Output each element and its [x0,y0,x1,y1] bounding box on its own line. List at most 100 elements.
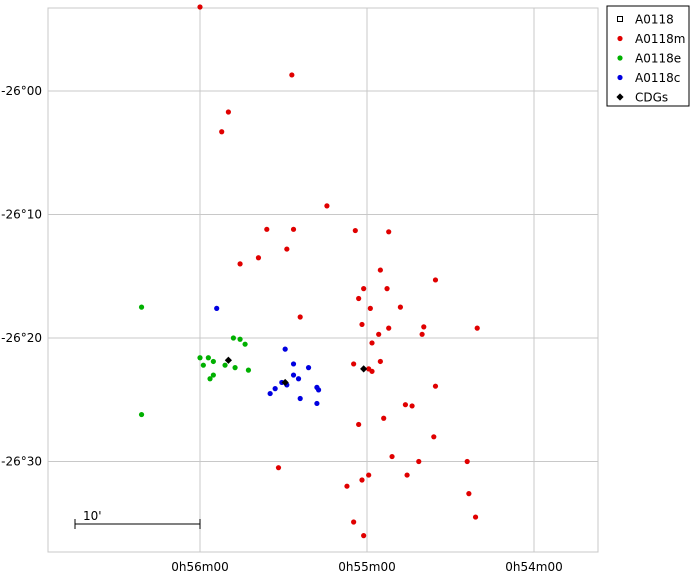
legend: A0118 A0118m A0118e A0118c CDGs [606,5,690,107]
data-point [356,421,362,428]
data-point [369,340,375,346]
data-point [210,358,216,365]
data-point [219,129,225,135]
legend-marker [617,35,623,42]
data-point [197,355,203,361]
y-tick-label: -26°20 [1,331,42,345]
data-point [245,367,252,373]
data-point [369,368,375,374]
data-point [272,386,278,392]
data-point [289,72,295,78]
data-point [314,400,320,407]
legend-label: A0118c [635,71,680,85]
y-tick-label: -26°30 [1,455,42,469]
data-point [210,372,216,378]
x-tick-label: 0h55m00 [338,560,395,574]
x-tick-label: 0h54m00 [505,560,562,574]
data-point [242,341,248,347]
data-point [384,286,390,292]
data-point [315,387,322,393]
series-a0118e [138,304,252,418]
data-point [419,331,425,337]
data-point [359,477,365,483]
data-points [138,4,480,539]
data-point [205,355,211,361]
data-point [432,383,439,389]
data-point [360,365,368,373]
data-point [138,304,145,310]
data-point [367,305,373,311]
series-cdgs [224,356,368,387]
data-point [237,336,243,342]
data-point [359,321,365,328]
data-point [386,325,392,331]
data-point [200,362,206,368]
data-point [432,277,439,283]
data-point [264,226,270,232]
grid-lines [48,8,598,552]
y-tick-label: -26°10 [1,208,42,222]
legend-marker [616,93,624,101]
data-point [232,365,238,371]
data-point [404,472,410,478]
legend-label: CDGs [635,91,668,105]
data-point [351,519,357,525]
data-point [222,362,228,368]
legend-label: A0118e [635,52,681,66]
data-point [377,358,383,365]
data-point [267,390,273,397]
data-point [416,458,422,465]
plot-area [47,7,599,553]
data-point [255,255,262,261]
tick-labels: 0h56m00 0h55m00 0h54m00 -26°00 -26°10 -26°20 -… [1,84,563,574]
y-tick-label: -26°00 [1,84,42,98]
data-point [305,365,312,371]
data-point [366,472,372,478]
data-point [377,267,383,273]
data-point [386,229,392,235]
scale-bar-label: 10' [83,509,102,523]
data-point [225,109,231,115]
x-tick-label: 0h56m00 [171,560,228,574]
data-point [361,286,367,292]
data-point [237,261,243,267]
data-point [376,331,382,337]
data-point [290,361,297,367]
legend-label: A0118 [635,13,674,27]
legend-label: A0118m [635,32,685,46]
data-point [344,483,350,489]
data-point [281,378,289,387]
legend-marker [617,74,623,81]
series-a0118m [197,4,480,539]
data-point [297,395,303,402]
data-point [230,335,236,341]
data-point [361,533,367,539]
legend-marker [617,55,623,61]
data-point [214,305,220,311]
data-point [275,465,282,471]
data-point [409,403,415,409]
data-point [351,361,357,367]
data-point [472,514,479,520]
data-point [138,411,145,418]
data-point [397,304,403,310]
data-point [466,491,472,497]
scale-bar: 10' [74,509,201,529]
data-point [290,372,297,378]
data-point [431,434,437,440]
data-point [207,376,213,382]
data-point [224,356,232,364]
data-point [324,203,330,209]
data-point [282,346,288,352]
data-point [421,324,427,330]
data-point [197,4,203,10]
data-point [284,246,290,252]
data-point [290,226,297,232]
data-point [356,295,362,302]
legend-marker [617,16,623,22]
data-point [295,376,302,382]
data-point [389,453,395,460]
data-point [402,402,409,408]
data-point [381,415,387,421]
